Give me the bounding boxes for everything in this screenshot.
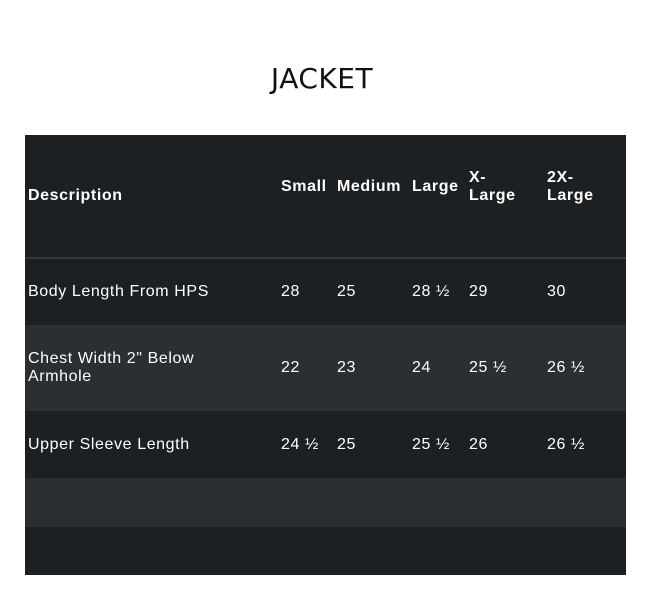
cell-large: 28 ½	[412, 283, 450, 300]
cell-small: 24 ½	[281, 435, 319, 453]
header-medium: Medium	[337, 178, 402, 195]
cell-x-large: 25 ½	[469, 359, 507, 376]
cell-medium: 23	[337, 359, 356, 376]
page-title: JACKET	[270, 62, 374, 95]
cell-description: Upper Sleeve Length	[28, 435, 190, 453]
cell-description: Body Length From HPS	[28, 283, 209, 300]
cell-x-large: 26	[469, 435, 488, 453]
cell-large: 25 ½	[412, 435, 450, 453]
header-description: Description	[28, 187, 123, 204]
header-x-large: X- Large	[469, 169, 516, 204]
cell-small: 22	[281, 359, 300, 376]
table-header-row: Description Small Medium Large X- Large …	[25, 135, 626, 257]
table-row	[25, 478, 626, 527]
cell-2x-large: 26 ½	[547, 359, 585, 376]
cell-description: Chest Width 2" Below Armhole	[28, 350, 195, 385]
header-2x-large: 2X- Large	[547, 169, 594, 204]
header-small: Small	[281, 178, 327, 195]
header-divider	[25, 257, 626, 259]
cell-medium: 25	[337, 435, 356, 453]
table-row: Upper Sleeve Length 24 ½ 25 25 ½ 26 26 ½	[25, 411, 626, 478]
table-row: Chest Width 2" Below Armhole 22 23 24 25 ½ 26…	[25, 325, 626, 411]
header-large: Large	[412, 178, 459, 195]
table-row: Body Length From HPS 28 25 28 ½ 29 30	[25, 259, 626, 325]
cell-small: 28	[281, 283, 300, 300]
size-chart-table: Description Small Medium Large X- Large …	[25, 135, 626, 575]
cell-2x-large: 26 ½	[547, 435, 585, 453]
cell-x-large: 29	[469, 283, 488, 300]
cell-large: 24	[412, 359, 431, 376]
cell-medium: 25	[337, 283, 356, 300]
cell-2x-large: 30	[547, 283, 566, 300]
table-row	[25, 527, 626, 575]
